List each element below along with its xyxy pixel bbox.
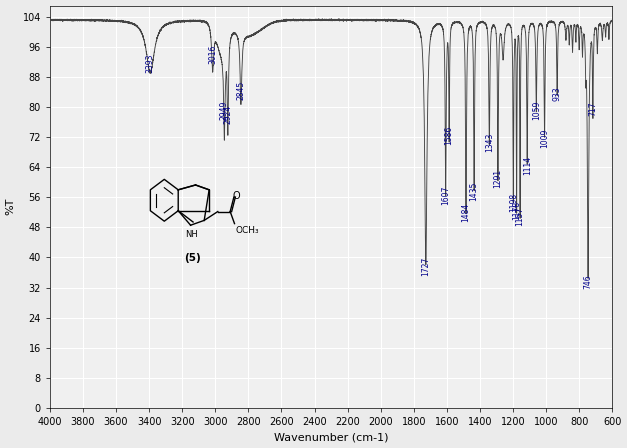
Text: 2845: 2845 [236,80,245,99]
Text: 2949: 2949 [220,101,229,120]
Text: 1114: 1114 [523,155,532,175]
Text: 1009: 1009 [540,129,549,148]
Text: 1607: 1607 [441,185,450,205]
Text: 1178: 1178 [512,201,521,220]
X-axis label: Wavenumber (cm-1): Wavenumber (cm-1) [274,432,388,443]
Text: 1059: 1059 [532,101,541,120]
Text: 717: 717 [588,102,598,116]
Text: 746: 746 [584,275,593,289]
Text: 933: 933 [552,87,562,101]
Text: 1586: 1586 [445,125,454,145]
Text: 1291: 1291 [493,169,502,188]
Text: 3393: 3393 [146,54,155,73]
Text: 1484: 1484 [461,202,470,222]
Text: 1435: 1435 [470,182,478,201]
Text: 1198: 1198 [509,193,518,212]
Text: 1157: 1157 [515,206,525,225]
Text: 1727: 1727 [421,257,430,276]
Text: 1343: 1343 [485,133,494,152]
Y-axis label: %T: %T [6,198,16,215]
Text: 3016: 3016 [208,44,217,64]
Text: 2924: 2924 [223,105,233,124]
